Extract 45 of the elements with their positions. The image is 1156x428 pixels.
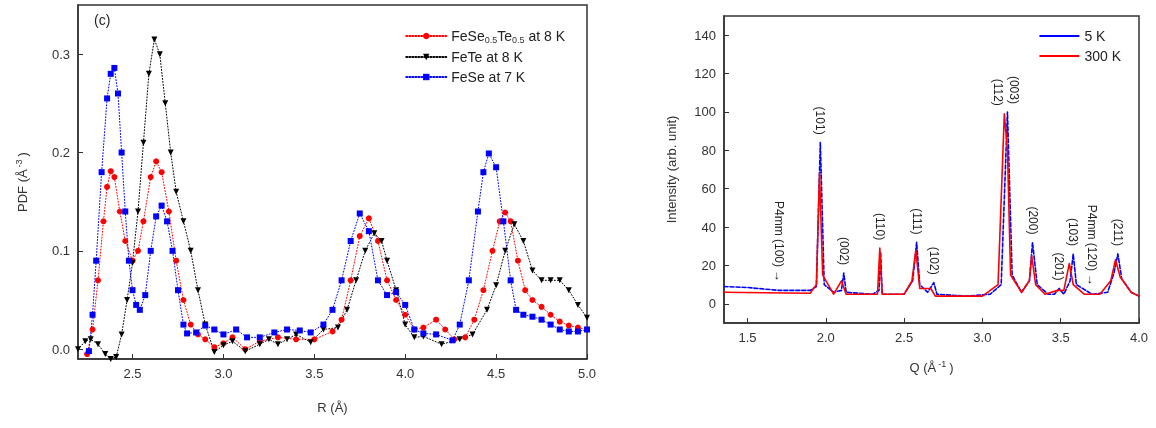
x-tick-label: 5.0 — [577, 366, 597, 381]
x-tick-label: 4.5 — [487, 366, 506, 381]
x-axis-title: R (Å) — [317, 400, 348, 415]
annotation: (103) — [1066, 217, 1081, 246]
x-tick-label: 3.0 — [214, 366, 233, 381]
annotation: P4mm (120) → — [1085, 204, 1100, 287]
annotation: (101) — [813, 106, 828, 135]
x-tick-label: 4.0 — [396, 366, 415, 381]
y-axis-title: Intensity (arb. unit) — [664, 115, 679, 224]
annotation: (211) — [1110, 218, 1125, 246]
x-tick-label: 2.0 — [816, 330, 835, 345]
x-tick-label: 3.0 — [973, 330, 992, 345]
legend-label: FeTe at 8 K — [451, 49, 524, 65]
annotation: (102) — [926, 246, 941, 275]
y-tick-label: 20 — [701, 257, 716, 273]
x-tick-label: 4.0 — [1129, 330, 1149, 345]
x-tick-label: 3.5 — [305, 366, 324, 381]
annotation: (111) — [909, 208, 924, 235]
y-tick-label: 100 — [694, 104, 716, 120]
y-tick-label: 120 — [694, 66, 716, 82]
y-tick-label: 0.2 — [51, 145, 70, 160]
y-tick-label: 0.3 — [51, 46, 70, 62]
annotation: P4mm (100) → — [771, 201, 786, 283]
annotation: (112) — [990, 78, 1005, 106]
y-tick-label: 0 — [708, 296, 716, 312]
x-tick-label: 2.5 — [123, 366, 142, 381]
x-tick-label: 3.5 — [1051, 330, 1070, 345]
y-tick-label: 0.0 — [51, 341, 70, 357]
legend-label: 5 K — [1084, 28, 1107, 44]
annotation: (003) — [1006, 75, 1021, 104]
annotation: (201) — [1052, 252, 1067, 281]
annotation: (002) — [836, 237, 851, 266]
annotation: (200) — [1025, 206, 1040, 235]
y-tick-label: 140 — [694, 27, 716, 43]
x-tick-label: 2.5 — [895, 330, 914, 345]
x-tick-label: 1.5 — [738, 330, 757, 345]
legend-label: 300 K — [1084, 48, 1122, 64]
y-tick-label: 60 — [701, 181, 716, 197]
y-axis-title: PDF (Å-3) — [13, 152, 30, 212]
legend-label: FeSe at 7 K — [451, 69, 526, 85]
y-tick-label: 80 — [701, 142, 716, 158]
annotation: (110) — [872, 213, 887, 241]
annotation: (c) — [94, 12, 111, 28]
y-tick-label: 40 — [701, 219, 716, 235]
y-tick-label: 0.1 — [51, 243, 70, 259]
